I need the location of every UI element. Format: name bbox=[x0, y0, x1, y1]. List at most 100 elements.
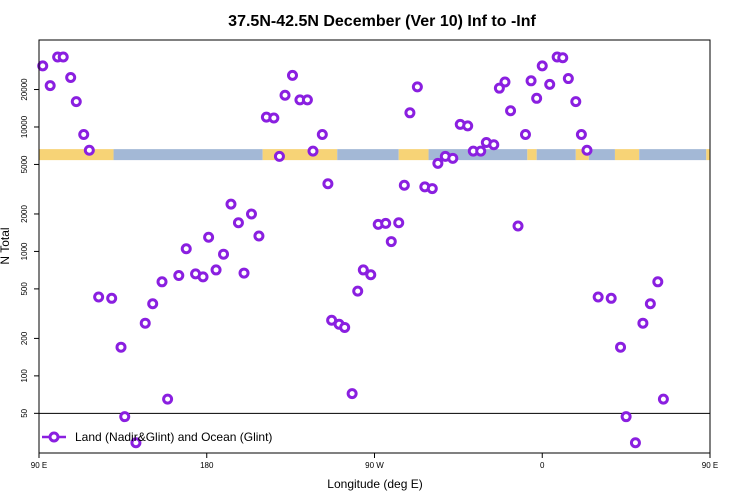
data-point bbox=[65, 71, 77, 83]
legend: Land (Nadir&Glint) and Ocean (Glint) bbox=[42, 430, 272, 444]
data-point bbox=[615, 341, 627, 353]
data-point bbox=[462, 120, 474, 132]
y-tick-label: 200 bbox=[20, 331, 29, 345]
x-tick-label: 180 bbox=[200, 461, 214, 470]
data-point bbox=[398, 179, 410, 191]
y-axis: 50 100 200 500 1000 2000 5000 10000 20000 bbox=[20, 78, 39, 418]
data-series bbox=[37, 51, 669, 449]
data-point bbox=[637, 317, 649, 329]
legend-label: Land (Nadir&Glint) and Ocean (Glint) bbox=[75, 430, 272, 444]
x-tick-label: 90 W bbox=[365, 461, 384, 470]
data-point bbox=[316, 129, 328, 141]
data-point bbox=[592, 291, 604, 303]
data-point bbox=[78, 129, 90, 141]
data-point bbox=[519, 129, 531, 141]
data-point bbox=[156, 276, 168, 288]
data-point bbox=[180, 243, 192, 255]
data-point bbox=[570, 96, 582, 108]
data-point bbox=[352, 285, 364, 297]
data-point bbox=[512, 220, 524, 232]
y-axis-label: N Total bbox=[0, 227, 12, 264]
data-point bbox=[447, 152, 459, 164]
x-axis: 90 E 180 90 W 0 90 E bbox=[31, 453, 718, 470]
data-point bbox=[581, 144, 593, 156]
data-point bbox=[115, 341, 127, 353]
data-point bbox=[173, 270, 185, 282]
data-point bbox=[130, 437, 142, 449]
data-point bbox=[210, 264, 222, 276]
data-point bbox=[93, 291, 105, 303]
data-point bbox=[644, 298, 656, 310]
y-tick-label: 5000 bbox=[20, 155, 29, 173]
y-tick-label: 50 bbox=[20, 408, 29, 417]
data-point bbox=[475, 145, 487, 157]
data-point bbox=[657, 393, 669, 405]
data-point bbox=[218, 248, 230, 260]
data-point bbox=[488, 139, 500, 151]
data-point bbox=[557, 52, 569, 64]
data-point bbox=[426, 183, 438, 195]
data-point bbox=[499, 76, 511, 88]
y-tick-label: 1000 bbox=[20, 242, 29, 260]
data-point bbox=[365, 269, 377, 281]
data-point bbox=[307, 145, 319, 157]
y-tick-label: 20000 bbox=[20, 78, 29, 101]
data-point bbox=[273, 150, 285, 162]
data-point bbox=[322, 178, 334, 190]
data-point bbox=[493, 82, 505, 94]
data-point bbox=[339, 321, 351, 333]
data-point bbox=[620, 411, 632, 423]
x-tick-label: 0 bbox=[540, 461, 545, 470]
data-point bbox=[268, 112, 280, 124]
data-point bbox=[245, 208, 257, 220]
data-point bbox=[279, 89, 291, 101]
data-point bbox=[301, 94, 313, 106]
legend-marker bbox=[48, 431, 60, 443]
x-tick-label: 90 E bbox=[31, 461, 47, 470]
data-point bbox=[203, 231, 215, 243]
chart-title: 37.5N-42.5N December (Ver 10) Inf to -In… bbox=[228, 13, 536, 30]
y-tick-label: 500 bbox=[20, 282, 29, 296]
data-point bbox=[544, 78, 556, 90]
data-point bbox=[232, 217, 244, 229]
y-tick-label: 2000 bbox=[20, 205, 29, 223]
y-tick-label: 100 bbox=[20, 369, 29, 383]
data-point bbox=[505, 105, 517, 117]
data-point bbox=[139, 317, 151, 329]
data-point bbox=[525, 75, 537, 87]
data-point bbox=[346, 388, 358, 400]
data-point bbox=[44, 80, 56, 92]
data-point bbox=[162, 393, 174, 405]
y-tick-label: 10000 bbox=[20, 115, 29, 138]
data-point bbox=[197, 271, 209, 283]
data-point bbox=[225, 198, 237, 210]
data-point bbox=[106, 292, 118, 304]
data-point bbox=[629, 437, 641, 449]
x-axis-label: Longitude (deg E) bbox=[327, 477, 422, 491]
data-point bbox=[147, 298, 159, 310]
x-tick-label: 90 E bbox=[702, 461, 718, 470]
data-point bbox=[562, 73, 574, 85]
data-point bbox=[57, 51, 69, 63]
data-point bbox=[238, 267, 250, 279]
data-point bbox=[404, 107, 416, 119]
data-point bbox=[652, 276, 664, 288]
data-point bbox=[393, 217, 405, 229]
data-point bbox=[432, 157, 444, 169]
data-point bbox=[357, 264, 369, 276]
data-point bbox=[385, 236, 397, 248]
data-point bbox=[605, 292, 617, 304]
data-point bbox=[380, 217, 392, 229]
data-point bbox=[286, 69, 298, 81]
data-point bbox=[575, 129, 587, 141]
data-point bbox=[83, 144, 95, 156]
data-point bbox=[411, 81, 423, 93]
data-point bbox=[37, 60, 49, 72]
data-point bbox=[253, 230, 265, 242]
data-point bbox=[531, 92, 543, 104]
data-point bbox=[70, 96, 82, 108]
data-point bbox=[536, 60, 548, 72]
data-point bbox=[119, 411, 131, 423]
